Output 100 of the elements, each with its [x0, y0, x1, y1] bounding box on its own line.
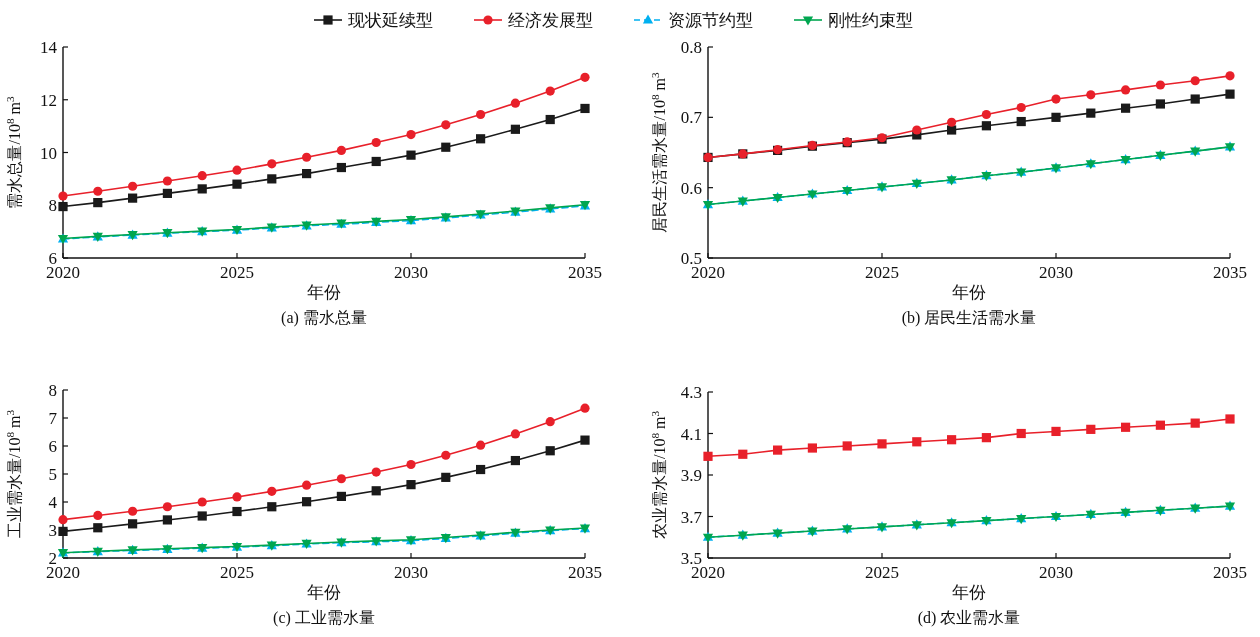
point	[58, 515, 68, 525]
point	[947, 117, 957, 127]
point	[232, 165, 242, 175]
point	[1051, 426, 1061, 437]
x-axis-title: 年份	[307, 283, 341, 302]
point	[336, 474, 346, 484]
point	[302, 169, 312, 179]
point	[267, 159, 277, 169]
point	[336, 162, 346, 173]
text: (a) 需水总量	[281, 309, 367, 327]
point	[476, 109, 486, 120]
y-tick-label: 5	[48, 465, 57, 484]
point	[232, 179, 242, 189]
point	[510, 98, 520, 108]
point	[1155, 80, 1165, 90]
point	[510, 455, 520, 466]
point	[406, 480, 416, 490]
point	[267, 486, 277, 496]
point	[371, 467, 381, 477]
point	[476, 134, 486, 144]
y-tick-label: 12	[40, 90, 57, 110]
legend-label: 刚性约束型	[828, 11, 913, 30]
point	[232, 506, 242, 517]
point	[197, 171, 207, 181]
point	[128, 506, 138, 516]
point	[1086, 90, 1096, 100]
point	[947, 435, 957, 445]
x-tick-label: 2025	[220, 263, 254, 282]
point	[807, 443, 817, 453]
point	[1121, 103, 1131, 113]
point	[406, 150, 416, 160]
point	[162, 502, 172, 512]
x-axis-title: 年份	[952, 283, 986, 302]
point	[1225, 71, 1235, 81]
x-tick-label: 2030	[394, 563, 428, 582]
y-tick-label: 10	[40, 143, 57, 163]
y-tick-label: 4.1	[680, 424, 702, 444]
x-tick-label: 2030	[1039, 263, 1073, 282]
point	[1225, 414, 1235, 424]
point	[128, 193, 138, 203]
point	[302, 152, 312, 162]
y-tick-label: 3.9	[680, 466, 702, 485]
point	[267, 174, 277, 184]
point	[336, 145, 346, 155]
point	[1051, 94, 1061, 104]
legend-label: 经济发展型	[508, 11, 593, 30]
point	[93, 186, 103, 196]
text: (c) 工业需水量	[273, 609, 375, 627]
x-tick-label: 2035	[568, 263, 602, 282]
point	[877, 439, 887, 449]
x-tick-label: 2035	[1213, 563, 1247, 582]
y-tick-label: 8	[48, 196, 57, 216]
point	[371, 156, 381, 167]
point	[58, 201, 68, 212]
point	[476, 440, 486, 450]
point	[1051, 112, 1061, 122]
legend-label: 现状延续型	[348, 11, 433, 30]
point	[1155, 420, 1165, 430]
point	[1121, 85, 1131, 95]
y-tick-label: 0.7	[680, 108, 703, 128]
point	[371, 137, 381, 148]
point	[406, 129, 416, 140]
y-tick-label: 8	[48, 381, 57, 400]
point	[162, 188, 172, 198]
y-tick-label: 4	[48, 493, 58, 512]
point	[580, 435, 590, 445]
point	[510, 429, 520, 439]
point	[1016, 102, 1026, 113]
x-tick-label: 2030	[1039, 563, 1073, 582]
point	[441, 142, 451, 152]
point	[476, 464, 486, 475]
point	[738, 449, 748, 459]
point	[580, 72, 590, 82]
point	[545, 86, 555, 96]
point	[441, 472, 451, 482]
point	[128, 519, 138, 529]
y-tick-label: 3.7	[680, 507, 703, 527]
point	[981, 433, 991, 443]
point	[128, 181, 138, 191]
point	[912, 437, 922, 447]
x-axis-title: 年份	[952, 583, 986, 602]
point	[371, 486, 381, 496]
y-tick-label: 14	[40, 38, 58, 57]
point	[1190, 94, 1200, 104]
point	[58, 526, 68, 536]
point	[912, 125, 922, 135]
point	[197, 497, 207, 507]
point	[842, 441, 852, 451]
x-tick-label: 2035	[568, 563, 602, 582]
point	[981, 109, 991, 120]
point	[1086, 424, 1096, 434]
point	[580, 103, 590, 114]
point	[441, 450, 451, 460]
point	[302, 480, 312, 490]
x-tick-label: 2025	[220, 563, 254, 582]
y-tick-label: 7	[48, 409, 58, 428]
point	[93, 510, 103, 521]
point	[1225, 89, 1235, 99]
point	[162, 176, 172, 186]
point	[162, 515, 172, 525]
